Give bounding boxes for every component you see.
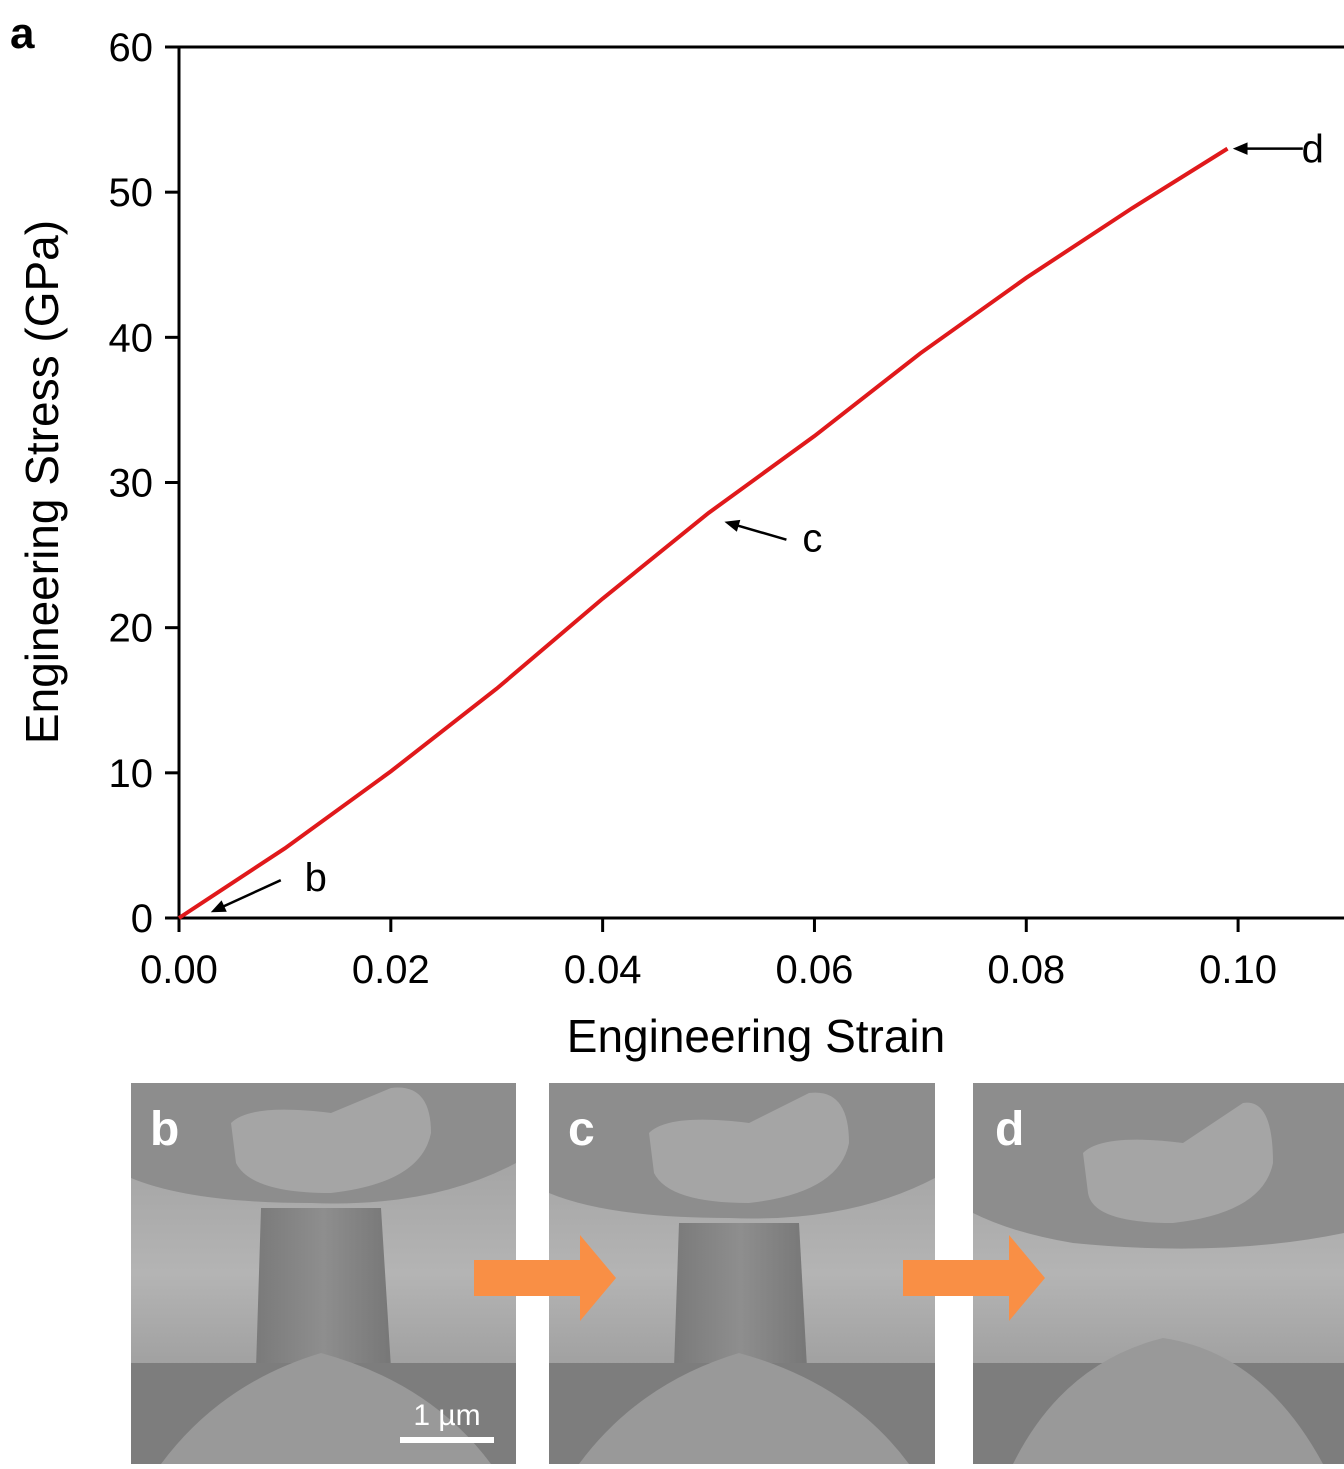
x-axis-label: Engineering Strain (567, 1010, 945, 1062)
annotation-label: b (305, 856, 327, 900)
x-tick-label: 0.10 (1199, 948, 1277, 992)
y-tick-label: 10 (109, 752, 154, 796)
annotation-arrow (732, 524, 786, 540)
scale-bar-label: 1 µm (413, 1399, 480, 1432)
annotation-label: c (802, 517, 822, 561)
plot: 0 10 20 30 40 50 60 0.00 0.02 0.04 0.06 0.08 0.10 b c d (109, 26, 1344, 992)
x-tick-label: 0.00 (140, 948, 218, 992)
y-tick-label: 50 (109, 171, 154, 215)
annotation-arrowhead (1233, 142, 1248, 154)
page: a Engineering Strain Engineering Stress … (0, 0, 1344, 1464)
x-tick-label: 0.04 (564, 948, 642, 992)
y-tick-label: 20 (109, 607, 154, 651)
x-tick-label: 0.08 (987, 948, 1065, 992)
y-tick-label: 0 (131, 897, 153, 941)
panel-label: c (568, 1103, 595, 1156)
panel-label: a (10, 9, 35, 58)
scale-bar (400, 1437, 494, 1443)
x-tick-label: 0.06 (776, 948, 854, 992)
annotation-arrowhead (724, 520, 740, 532)
y-tick-label: 30 (109, 462, 154, 506)
panel-label: d (995, 1103, 1024, 1156)
y-tick-label: 60 (109, 26, 154, 70)
y-tick-label: 40 (109, 316, 154, 360)
line (179, 149, 1228, 918)
y-axis-label: Engineering Stress (GPa) (16, 220, 68, 744)
panel-label: b (150, 1103, 179, 1156)
figure: a Engineering Strain Engineering Stress … (0, 0, 1344, 1464)
x-tick-label: 0.02 (352, 948, 430, 992)
annotation-label: d (1302, 128, 1324, 172)
